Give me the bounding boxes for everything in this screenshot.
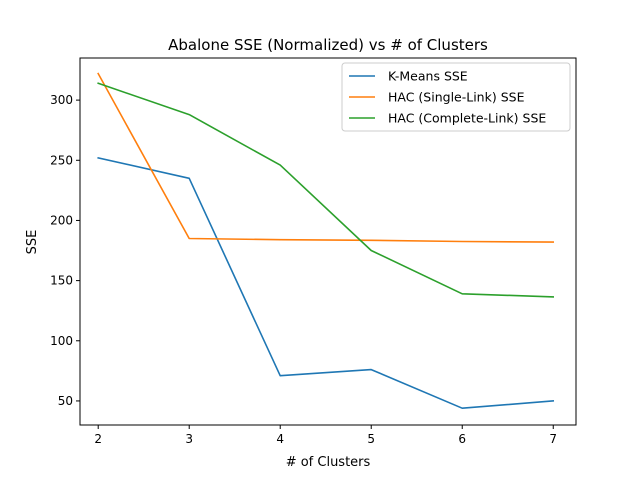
y-tick-label: 50 [58,394,73,408]
y-axis: 50 100 150 200 250 300 [50,93,80,408]
y-tick-label: 200 [50,213,73,227]
series-lines [97,72,555,410]
x-tick-label: 6 [458,432,466,446]
y-tick-label: 100 [50,334,73,348]
series-line-2 [97,82,555,298]
x-tick-label: 7 [549,432,557,446]
legend-label: HAC (Complete-Link) SSE [388,111,546,126]
plot-frame [79,57,577,426]
x-tick-label: 2 [94,432,102,446]
x-tick-label: 3 [185,432,193,446]
legend: K-Means SSE HAC (Single-Link) SSE HAC (Com… [341,62,571,132]
plot-area [79,57,577,426]
x-axis: 2 3 4 5 6 7 [94,425,557,446]
legend-label: K-Means SSE [388,69,468,84]
y-tick-label: 250 [50,153,73,167]
y-tick-label: 300 [50,93,73,107]
x-axis-label: # of Clusters [286,455,371,470]
legend-frame [341,62,571,132]
legend-label: HAC (Single-Link) SSE [388,90,525,105]
chart-title: Abalone SSE (Normalized) vs # of Cluster… [168,36,488,54]
x-tick-label: 4 [276,432,284,446]
y-axis-label: SSE [25,230,40,255]
y-tick-label: 150 [50,274,73,288]
x-tick-label: 5 [367,432,375,446]
series-line-1 [97,72,555,243]
series-line-0 [97,156,555,410]
